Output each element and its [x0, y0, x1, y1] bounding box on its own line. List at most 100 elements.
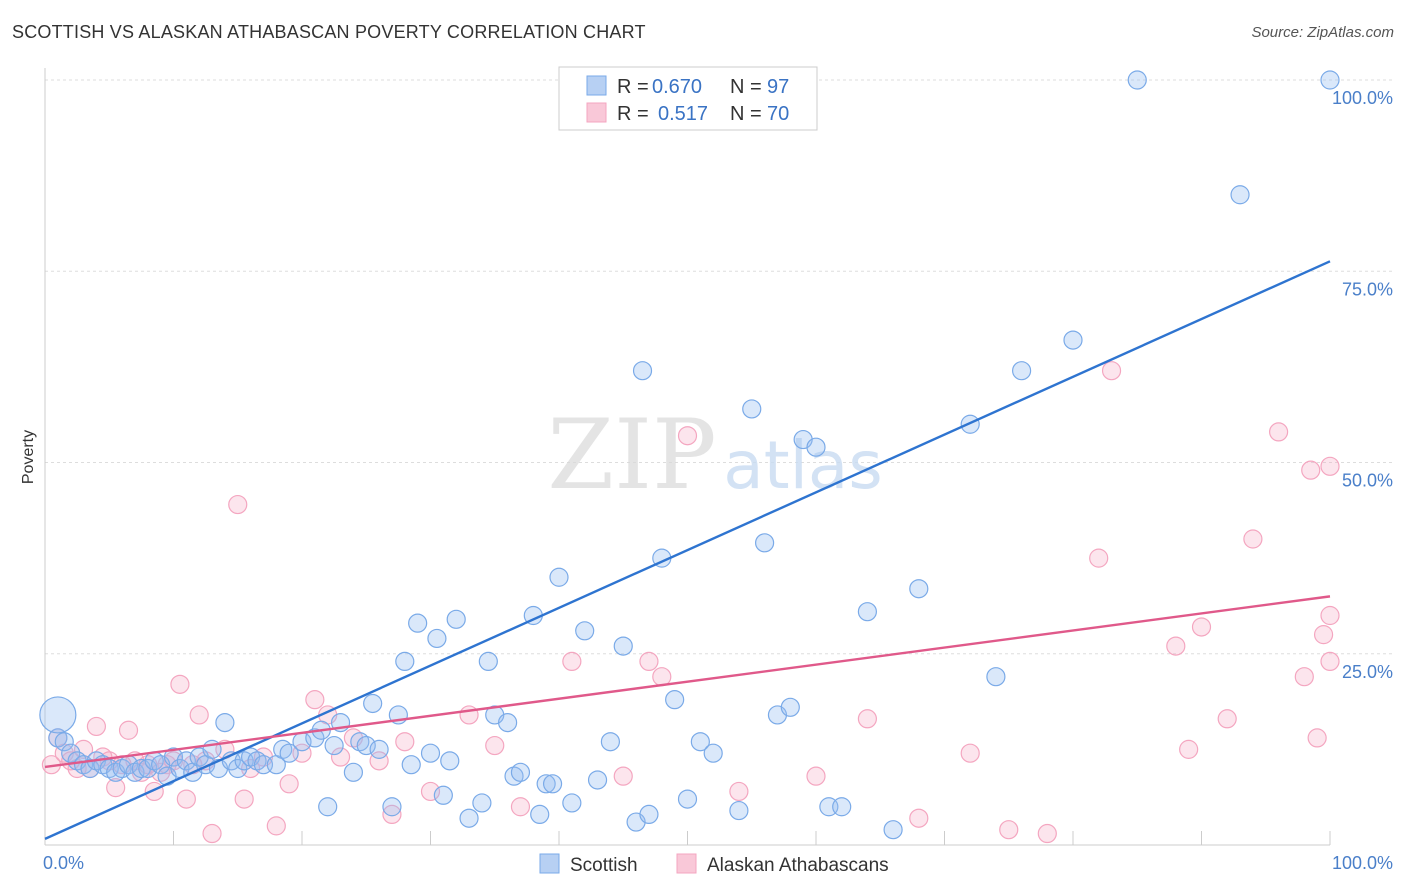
scottish-point-6 [80, 758, 100, 779]
legend-n-label-alaskan: N = [730, 103, 762, 125]
alaskan-point-55 [999, 820, 1019, 840]
alaskan-point-58 [1101, 361, 1122, 381]
source-label: Source: ZipAtlas.com [1251, 24, 1394, 41]
scottish-point-92 [857, 602, 878, 622]
legend-r-label-scottish: R = [617, 76, 649, 98]
alaskan-point-20 [170, 674, 190, 694]
scottish-point-72 [587, 770, 608, 790]
scottish-point-99 [1127, 70, 1147, 90]
scottish-point-53 [420, 743, 441, 763]
legend-r-value-scottish: 0.670 [652, 76, 702, 98]
scottish-point-59 [472, 793, 492, 813]
y-axis-title: Poverty [20, 430, 37, 484]
scottish-point-27 [215, 712, 235, 733]
scottish-trend-line [44, 260, 1331, 840]
chart-title: SCOTTISH VS ALASKAN ATHABASCAN POVERTY C… [12, 22, 646, 42]
scottish-point-47 [369, 739, 389, 759]
legend-swatch-scottish [586, 75, 607, 96]
scottish-point-56 [440, 751, 460, 771]
scottish-point-85 [754, 533, 775, 553]
legend-n-label-scottish: N = [730, 76, 762, 98]
series-scottish-points [39, 70, 1340, 840]
scottish-point-29 [228, 758, 248, 779]
alaskan-point-41 [420, 781, 441, 802]
scottish-point-19 [163, 747, 184, 767]
bottom-legend-swatch-scottish [539, 853, 560, 874]
scottish-point-73 [600, 732, 621, 752]
alaskan-point-10 [106, 778, 126, 798]
alaskan-point-47 [639, 651, 659, 672]
scottish-point-38 [305, 728, 325, 748]
scottish-point-54 [427, 628, 447, 649]
scottish-point-21 [176, 751, 196, 771]
scottish-point-89 [806, 437, 826, 457]
scottish-point-79 [665, 690, 685, 710]
scottish-point-41 [324, 735, 344, 756]
alaskan-point-44 [510, 797, 531, 817]
scottish-point-1 [39, 696, 77, 734]
scottish-point-94 [909, 579, 929, 599]
alaskan-point-56 [1037, 823, 1057, 844]
watermark-zip: ZIP [547, 399, 716, 511]
legend-r-label-alaskan: R = [617, 103, 649, 125]
series-legend: Scottish Alaskan Athabascans [539, 853, 889, 876]
scottish-point-57 [446, 609, 466, 629]
alaskan-point-64 [1268, 422, 1289, 442]
alaskan-point-45 [562, 651, 582, 672]
alaskan-point-31 [266, 816, 286, 836]
alaskan-point-48 [652, 667, 672, 687]
alaskan-point-36 [330, 747, 351, 767]
alaskan-point-27 [228, 494, 248, 515]
alaskan-point-43 [485, 735, 505, 756]
scottish-point-80 [677, 789, 698, 809]
alaskan-point-69 [1313, 625, 1334, 645]
alaskan-point-49 [677, 426, 698, 446]
alaskan-point-25 [202, 823, 222, 844]
alaskan-point-38 [369, 751, 389, 771]
y-tick-label-1: 50.0% [1342, 471, 1393, 491]
alaskan-point-40 [395, 732, 415, 752]
legend-swatch-alaskan [586, 102, 607, 123]
alaskan-point-52 [857, 709, 878, 729]
alaskan-point-21 [176, 789, 196, 809]
legend-r-value-alaskan: 0.517 [658, 103, 708, 125]
series-alaskan-athabascans-points [41, 361, 1340, 844]
bottom-legend-label-scottish: Scottish [570, 855, 638, 876]
watermark: ZIP atlas [547, 399, 882, 511]
scottish-point-71 [575, 621, 595, 641]
grid-lines [45, 79, 1395, 655]
x-tick-label-0: 0.0% [43, 853, 84, 873]
alaskan-point-59 [1166, 636, 1186, 656]
scottish-point-60 [478, 651, 498, 672]
scottish-point-101 [1320, 70, 1340, 90]
scottish-point-87 [780, 697, 800, 717]
alaskan-point-5 [73, 739, 94, 759]
scottish-point-64 [510, 762, 531, 782]
legend-n-value-alaskan: 70 [767, 103, 789, 125]
axes [44, 68, 1331, 846]
watermark-atlas: atlas [723, 427, 883, 504]
alaskan-point-51 [806, 766, 826, 786]
stats-legend: R = 0.670 N = 97 R = 0.517 N = 70 [558, 66, 818, 131]
scottish-point-77 [639, 804, 659, 825]
alaskan-point-7 [86, 716, 107, 737]
scottish-point-82 [703, 743, 723, 763]
scottish-point-3 [61, 743, 81, 763]
scottish-point-97 [1011, 361, 1032, 381]
scottish-point-100 [1230, 185, 1250, 205]
scottish-point-43 [343, 762, 363, 782]
alaskan-trend-line [44, 595, 1331, 769]
alaskan-point-68 [1301, 460, 1321, 480]
alaskan-point-12 [118, 720, 139, 740]
scottish-point-81 [690, 732, 710, 752]
scottish-point-74 [613, 636, 633, 656]
scottish-point-55 [433, 785, 453, 805]
alaskan-point-62 [1217, 709, 1237, 729]
scottish-point-69 [549, 567, 569, 587]
scottish-point-76 [632, 361, 653, 381]
scottish-point-68 [542, 774, 563, 794]
alaskan-point-39 [382, 804, 402, 825]
alaskan-point-54 [960, 743, 980, 763]
alaskan-point-65 [1294, 667, 1314, 687]
